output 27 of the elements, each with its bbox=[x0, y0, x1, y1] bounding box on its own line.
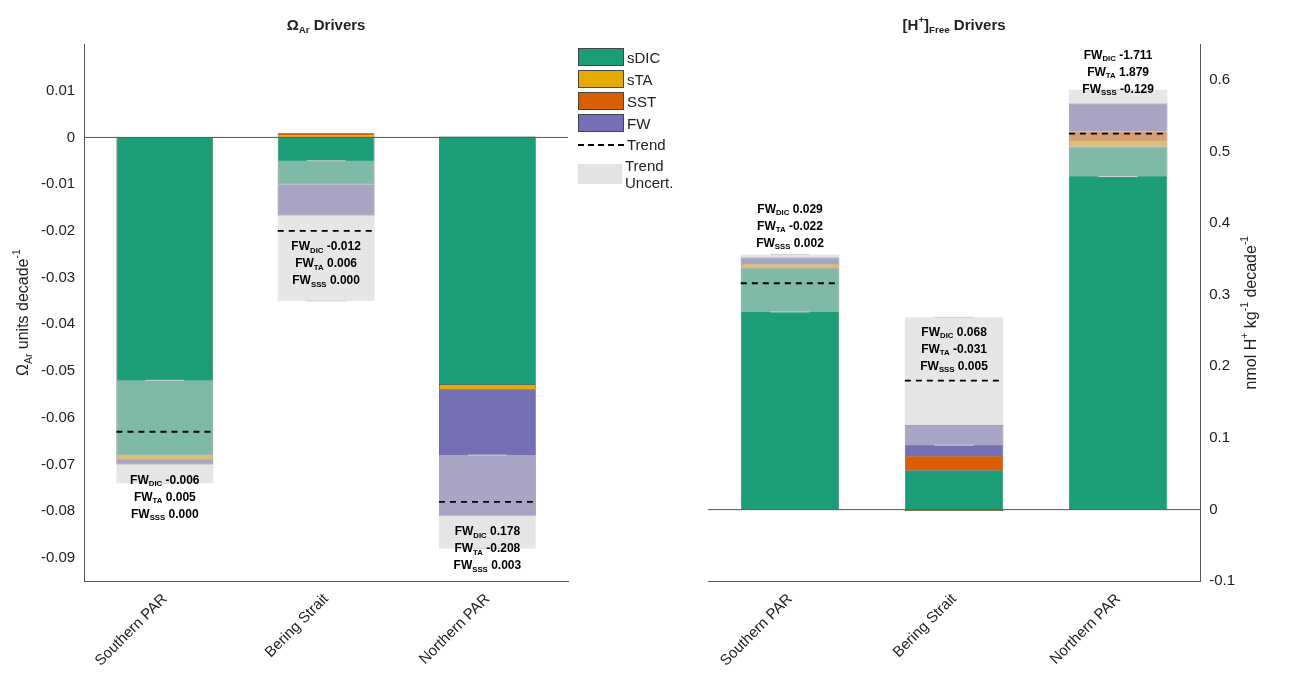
y-tick-label: -0.02 bbox=[40, 221, 76, 239]
y-tick-label: -0.04 bbox=[40, 314, 76, 332]
y-tick-label: -0.05 bbox=[40, 361, 76, 379]
y2-tick-label: 0.1 bbox=[1209, 428, 1231, 446]
y-tick-label: -0.09 bbox=[40, 548, 76, 566]
y-axis-title: ΩAr units decade-1 bbox=[11, 249, 34, 377]
y-tick-label: -0.07 bbox=[40, 454, 76, 472]
y2-tick-label: 0.5 bbox=[1209, 141, 1231, 159]
y-tick-label: -0.01 bbox=[40, 174, 76, 192]
legend-label: SST bbox=[627, 92, 658, 110]
y2-tick-label: 0 bbox=[1209, 499, 1218, 517]
y2-tick-label: -0.1 bbox=[1209, 571, 1236, 589]
y-tick-label: -0.06 bbox=[40, 407, 76, 425]
y2-tick-label: 0.6 bbox=[1209, 69, 1231, 87]
y-tick-label: -0.08 bbox=[40, 501, 76, 519]
legend-label: sTA bbox=[627, 70, 654, 88]
y2-tick-label: 0.3 bbox=[1209, 284, 1231, 302]
legend-label: FW bbox=[627, 114, 652, 132]
y-tick-label: 0 bbox=[66, 127, 76, 145]
text: Trend bbox=[627, 136, 667, 153]
legend-label: Trend Uncert. bbox=[625, 157, 675, 191]
y2-axis-title: nmol H+ kg-1 decade-1 bbox=[1239, 235, 1260, 390]
legend-label: sDIC bbox=[627, 48, 662, 66]
y2-tick-label: 0.2 bbox=[1209, 356, 1231, 374]
y-tick-label: 0.01 bbox=[45, 80, 76, 98]
y2-tick-label: 0.4 bbox=[1209, 213, 1231, 231]
y-tick-label: -0.03 bbox=[40, 267, 76, 285]
